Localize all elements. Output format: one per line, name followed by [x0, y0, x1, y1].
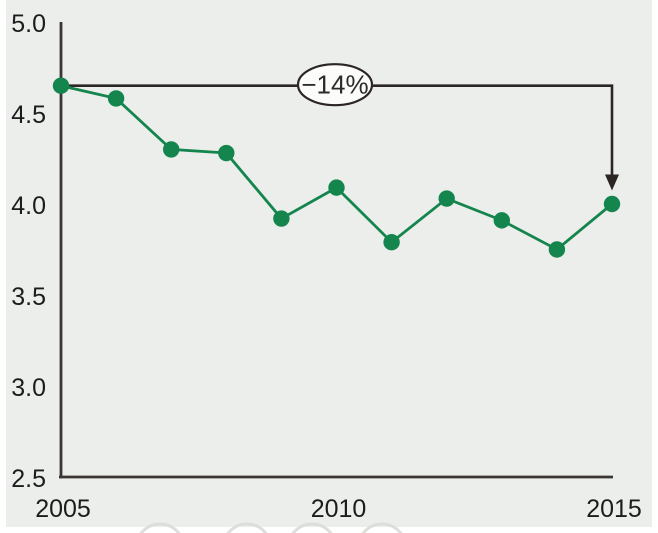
data-point-2014	[548, 241, 566, 258]
watermark	[361, 522, 403, 533]
data-point-2006	[107, 90, 125, 107]
data-point-2013	[493, 212, 510, 229]
data-point-2011	[383, 234, 400, 251]
watermark	[226, 522, 268, 533]
watermark	[139, 522, 181, 533]
data-point-2012	[438, 190, 455, 207]
data-point-2010	[328, 179, 345, 196]
y-tick-label: 2.5	[11, 465, 46, 493]
annotation-bubble	[296, 63, 374, 107]
down-arrowhead-icon	[605, 174, 619, 191]
data-point-2009	[273, 210, 290, 227]
watermark	[291, 522, 333, 533]
y-tick-label: 3.0	[11, 374, 46, 402]
annotation-connector-line	[61, 84, 614, 177]
y-tick-label: 4.5	[11, 101, 46, 129]
x-tick-label: 2010	[311, 495, 367, 523]
data-point-2005	[52, 77, 70, 94]
y-tick-label: 4.0	[11, 192, 46, 220]
annotation-label: −14%	[301, 70, 368, 100]
y-tick-label: 3.5	[11, 283, 46, 311]
data-point-2007	[163, 141, 180, 158]
data-point-2015	[603, 195, 621, 213]
x-tick-label: 2015	[586, 495, 642, 523]
x-tick-label: 2005	[35, 495, 91, 523]
y-tick-label: 5.0	[11, 10, 46, 38]
data-point-2008	[218, 144, 235, 162]
